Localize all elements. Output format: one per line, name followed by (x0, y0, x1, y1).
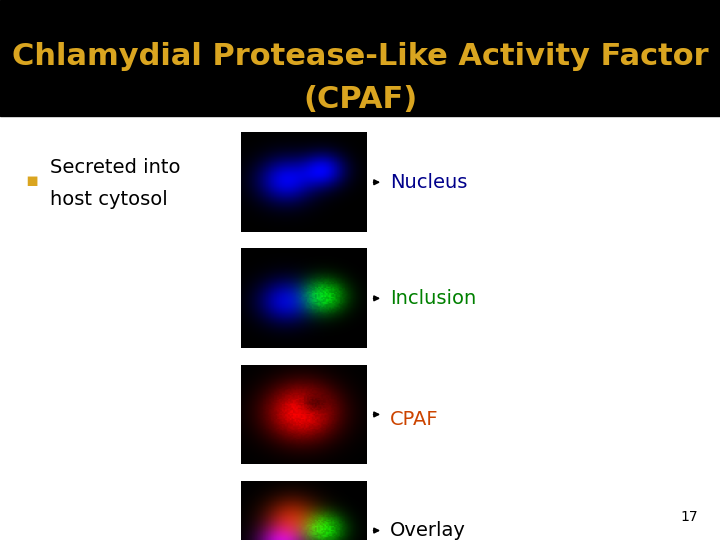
Text: (CPAF): (CPAF) (303, 85, 417, 114)
Text: Overlay: Overlay (390, 521, 466, 540)
Text: Chlamydial Protease-Like Activity Factor: Chlamydial Protease-Like Activity Factor (12, 42, 708, 71)
Text: Secreted into: Secreted into (50, 158, 181, 177)
Text: Nucleus: Nucleus (390, 173, 467, 192)
Text: Inclusion: Inclusion (390, 289, 477, 308)
Text: ▪: ▪ (25, 171, 38, 191)
Text: CPAF: CPAF (390, 410, 439, 429)
Text: 17: 17 (681, 510, 698, 524)
Text: host cytosol: host cytosol (50, 190, 168, 210)
